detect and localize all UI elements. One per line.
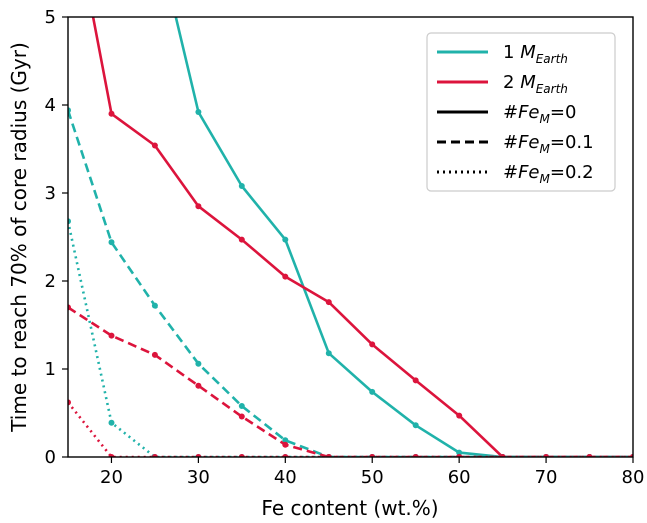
- series-1-earth-fe-0.2: [68, 218, 633, 457]
- data-point: [282, 273, 289, 280]
- data-point: [195, 454, 202, 457]
- y-axis-label: Time to reach 70% of core radius (Gyr): [7, 42, 31, 433]
- y-axis-ticks: 0 1 2 3 4 5: [45, 7, 68, 468]
- y-tick-label: 0: [45, 447, 56, 468]
- data-point: [151, 454, 158, 457]
- legend-label: #FeM=0.1: [503, 132, 594, 156]
- data-point: [151, 351, 158, 358]
- legend-entry-fe-0: #FeM=0: [437, 102, 576, 126]
- data-point: [195, 109, 202, 115]
- data-point: [108, 454, 115, 457]
- x-tick-label: 40: [274, 467, 297, 488]
- x-tick-label: 50: [361, 467, 384, 488]
- y-tick-label: 1: [45, 359, 56, 380]
- data-point: [151, 302, 158, 309]
- data-point: [238, 413, 245, 420]
- data-point: [282, 441, 289, 448]
- data-point: [412, 454, 419, 457]
- series-line: [174, 17, 633, 457]
- y-tick-label: 4: [45, 95, 56, 116]
- legend-label: 1 MEarth: [503, 42, 568, 66]
- data-point: [68, 218, 71, 225]
- data-point: [325, 299, 332, 306]
- data-point: [238, 403, 245, 409]
- legend-entry-1-earth: 1 MEarth: [437, 42, 568, 66]
- data-point: [325, 454, 332, 457]
- data-point: [499, 454, 506, 457]
- data-point: [456, 412, 463, 419]
- data-point: [195, 360, 202, 367]
- data-point: [68, 304, 71, 311]
- data-point: [630, 454, 633, 457]
- y-tick-label: 5: [45, 7, 56, 28]
- data-point: [456, 449, 463, 456]
- data-point: [369, 454, 376, 457]
- data-point: [369, 341, 376, 348]
- data-point: [282, 236, 289, 243]
- x-tick-label: 60: [448, 467, 471, 488]
- data-point: [238, 183, 245, 189]
- series-line: [68, 109, 633, 457]
- legend-label: #FeM=0: [503, 102, 576, 126]
- plot-frame: [67, 16, 634, 458]
- y-tick-label: 3: [45, 183, 56, 204]
- data-point: [108, 332, 115, 339]
- legend-label: 2 MEarth: [503, 72, 568, 96]
- x-tick-label: 30: [187, 467, 210, 488]
- series-2-earth-fe-0.2: [68, 399, 633, 457]
- data-point: [108, 419, 115, 426]
- legend: 1 MEarth 2 MEarth #FeM=0 #FeM=0.1 #FeM=0.2: [426, 32, 616, 192]
- data-point: [108, 110, 115, 117]
- data-point: [68, 399, 71, 406]
- data-point: [195, 382, 202, 389]
- data-point: [238, 236, 245, 243]
- series-line: [68, 401, 633, 457]
- series-line: [68, 220, 633, 457]
- legend-label: #FeM=0.2: [503, 162, 594, 186]
- data-point: [108, 239, 115, 246]
- x-tick-label: 20: [100, 467, 123, 488]
- data-point: [68, 107, 71, 114]
- data-point: [195, 203, 202, 210]
- series-line: [68, 306, 633, 457]
- data-point: [412, 377, 419, 384]
- legend-box: [426, 32, 616, 192]
- series-2-earth-fe-0.1: [68, 304, 633, 457]
- data-point: [151, 142, 158, 149]
- data-point: [456, 454, 463, 457]
- data-point: [369, 388, 376, 395]
- x-tick-label: 80: [622, 467, 645, 488]
- data-point: [325, 350, 332, 357]
- data-point: [412, 422, 419, 429]
- data-point: [586, 454, 593, 457]
- series-layer: [68, 17, 633, 457]
- data-point: [282, 454, 289, 457]
- legend-entry-2-earth: 2 MEarth: [437, 72, 568, 96]
- data-point: [282, 437, 289, 444]
- y-tick-label: 2: [45, 271, 56, 292]
- x-axis-ticks: 20 30 40 50 60 70 80: [100, 457, 644, 488]
- x-tick-label: 70: [535, 467, 558, 488]
- data-point: [238, 454, 245, 457]
- data-point: [543, 454, 550, 457]
- x-axis-label: Fe content (wt.%): [261, 496, 438, 520]
- legend-entry-fe-0.1: #FeM=0.1: [437, 132, 594, 156]
- series-line: [91, 17, 633, 457]
- legend-entry-fe-0.2: #FeM=0.2: [437, 162, 594, 186]
